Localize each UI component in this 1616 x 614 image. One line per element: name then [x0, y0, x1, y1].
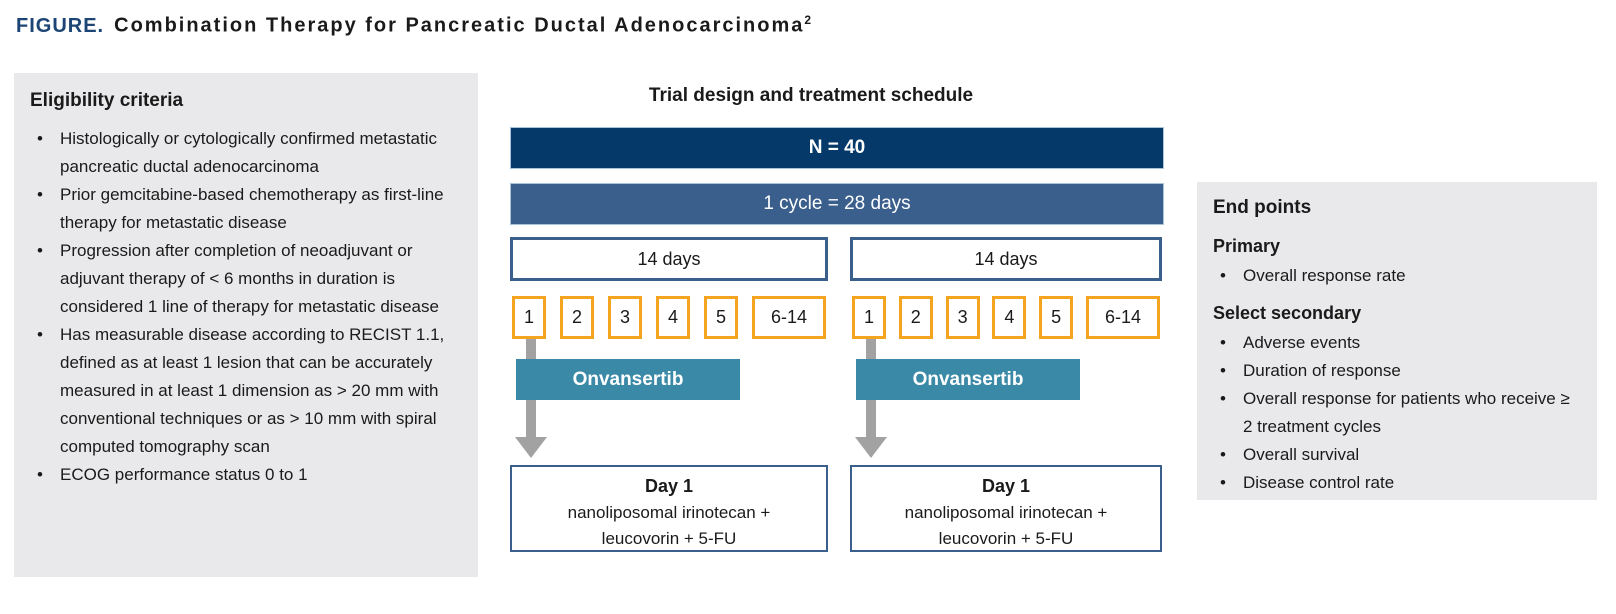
infusion-drug-line: nanoliposomal irinotecan + [567, 503, 771, 522]
infusion-box: Day 1 nanoliposomal irinotecan + leucovo… [850, 465, 1162, 552]
day-box: 5 [1039, 296, 1074, 339]
figure-title-superscript: 2 [804, 13, 812, 27]
infusion-day-label: Day 1 [981, 476, 1031, 496]
drug-bar-onvansertib: Onvansertib [516, 359, 740, 400]
secondary-endpoints-list: Adverse events Duration of response Over… [1213, 329, 1583, 497]
day-box: 3 [945, 296, 980, 339]
endpoint-item: Overall response for patients who receiv… [1213, 385, 1583, 441]
drug-bar-onvansertib: Onvansertib [856, 359, 1080, 400]
figure-label: FIGURE. [16, 14, 105, 37]
trial-design-diagram: Trial design and treatment schedule N = … [510, 85, 1164, 555]
down-arrow-icon [515, 437, 547, 458]
day-box: 4 [656, 296, 690, 339]
primary-endpoints-list: Overall response rate [1213, 262, 1583, 290]
endpoint-item: Disease control rate [1213, 469, 1583, 497]
eligibility-item: ECOG performance status 0 to 1 [30, 461, 464, 489]
endpoint-item: Overall survival [1213, 441, 1583, 469]
infusion-box: Day 1 nanoliposomal irinotecan + leucovo… [510, 465, 828, 552]
endpoint-item: Duration of response [1213, 357, 1583, 385]
eligibility-panel: Eligibility criteria Histologically or c… [14, 73, 478, 577]
endpoints-panel: End points Primary Overall response rate… [1197, 182, 1597, 500]
eligibility-item: Has measurable disease according to RECI… [30, 321, 464, 461]
day-box: 6-14 [1085, 296, 1160, 339]
eligibility-heading: Eligibility criteria [30, 90, 184, 111]
cycle-length-bar: 1 cycle = 28 days [510, 183, 1164, 225]
eligibility-list: Histologically or cytologically confirme… [30, 125, 464, 489]
infusion-drug-line: leucovorin + 5-FU [601, 529, 737, 548]
day-box: 2 [560, 296, 594, 339]
down-arrow-icon [855, 437, 887, 458]
day-box: 4 [992, 296, 1027, 339]
enrollment-bar: N = 40 [510, 127, 1164, 169]
figure-title: Combination Therapy for Pancreatic Ducta… [114, 14, 805, 37]
day-box: 5 [704, 296, 738, 339]
eligibility-item: Progression after completion of neoadjuv… [30, 237, 464, 321]
day-box: 3 [608, 296, 642, 339]
primary-endpoints-heading: Primary [1213, 236, 1281, 256]
day-box: 2 [898, 296, 933, 339]
trial-heading: Trial design and treatment schedule [648, 85, 974, 106]
duration-box: 14 days [850, 237, 1162, 281]
endpoint-item: Overall response rate [1213, 262, 1583, 290]
endpoints-heading: End points [1213, 197, 1312, 218]
infusion-day-label: Day 1 [644, 476, 694, 496]
cycle-group-1: 14 days 1 2 3 4 5 6-14 Onvansertib Day 1… [510, 85, 828, 555]
cycle-group-2: 14 days 1 2 3 4 5 6-14 Onvansertib Day 1… [850, 85, 1162, 555]
duration-box: 14 days [510, 237, 828, 281]
endpoint-item: Adverse events [1213, 329, 1583, 357]
day-box: 6-14 [752, 296, 826, 339]
infusion-drug-line: nanoliposomal irinotecan + [904, 503, 1108, 522]
figure-caption: FIGURE. Combination Therapy for Pancreati… [16, 13, 811, 38]
secondary-endpoints-heading: Select secondary [1213, 303, 1362, 323]
day-box: 1 [852, 296, 886, 339]
eligibility-item: Prior gemcitabine-based chemotherapy as … [30, 181, 464, 237]
day-row: 1 2 3 4 5 6-14 [850, 296, 1162, 339]
eligibility-item: Histologically or cytologically confirme… [30, 125, 464, 181]
day-box: 1 [512, 296, 546, 339]
infusion-drug-line: leucovorin + 5-FU [938, 529, 1074, 548]
day-row: 1 2 3 4 5 6-14 [510, 296, 828, 339]
